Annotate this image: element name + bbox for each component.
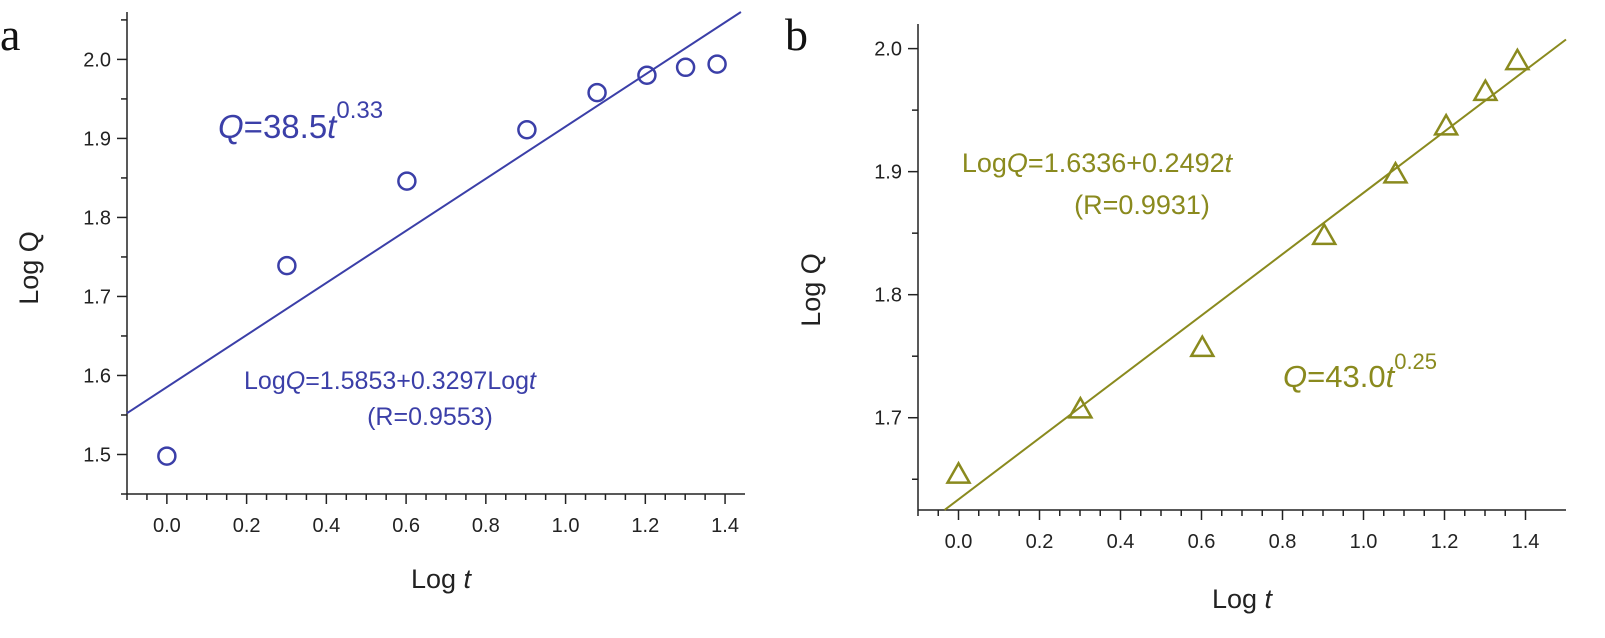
y-ticks-a [117, 19, 127, 495]
y-axis-title-b: Log Q [796, 253, 826, 327]
panel-b: b 0.0 0.2 0.4 0.6 0.8 1.0 1.2 1.4 1.7 1.… [785, 9, 1567, 614]
x-tick-label-a: 0.4 [312, 515, 340, 537]
r-value-a: (R=0.9553) [367, 403, 493, 431]
data-point-b [1067, 395, 1094, 419]
r-value-b: (R=0.9931) [1074, 190, 1210, 220]
fe-b-log: Log [962, 148, 1007, 178]
fit-line-a [126, 11, 742, 414]
data-point-a [675, 57, 696, 78]
x-ticks-b [917, 510, 1527, 520]
x-tick-label-b: 0.8 [1269, 531, 1297, 553]
x-tick-label-b: 0.2 [1026, 531, 1054, 553]
data-points-b [945, 47, 1531, 484]
x-axis-title-a: Log t [411, 564, 473, 594]
data-point-b [945, 460, 972, 484]
pl-b-coef: =43.0 [1307, 359, 1385, 394]
pl-a-t: t [327, 108, 338, 145]
data-point-a [707, 54, 727, 74]
panel-label-b: b [785, 9, 808, 60]
x-axis-title-b-var: t [1265, 584, 1274, 614]
x-tick-label-a: 0.8 [472, 515, 500, 537]
y-tick-label-a: 1.5 [83, 444, 111, 466]
y-tick-label-b: 1.7 [874, 408, 902, 430]
x-tick-label-a: 0.2 [233, 515, 261, 537]
x-axis-title-b: Log t [1212, 584, 1274, 614]
power-law-label-b: Q=43.0t0.25 [1283, 349, 1437, 394]
y-tick-label-a: 2.0 [83, 49, 111, 71]
y-tick-label-b: 2.0 [874, 39, 902, 61]
data-point-b [1382, 160, 1409, 184]
x-tick-label-a: 0.6 [392, 515, 420, 537]
y-tick-label-b: 1.8 [874, 285, 902, 307]
data-points-a [157, 54, 727, 466]
fe-b-t: t [1225, 148, 1234, 178]
pl-a-exp: 0.33 [336, 97, 383, 124]
data-point-b [1472, 78, 1499, 102]
x-tick-label-b: 1.2 [1431, 531, 1459, 553]
fe-a-log: Log [244, 367, 286, 395]
x-tick-label-b: 1.4 [1512, 531, 1540, 553]
pl-b-q: Q [1283, 359, 1307, 394]
fit-line-b [943, 38, 1567, 511]
x-axis-title-b-text: Log [1212, 584, 1265, 614]
x-tick-label-a: 1.2 [631, 515, 659, 537]
data-point-b [1504, 47, 1531, 71]
x-tick-label-a: 1.0 [552, 515, 580, 537]
fe-b-rhs: =1.6336+0.2492 [1028, 148, 1225, 178]
data-point-a [277, 255, 297, 276]
power-law-label-a: Q=38.5t0.33 [218, 97, 383, 145]
data-point-b [1432, 112, 1460, 136]
fe-a-q: Q [286, 367, 305, 395]
x-axis-title-a-var: t [464, 564, 473, 594]
data-point-a [637, 65, 657, 85]
y-tick-label-a: 1.6 [83, 365, 111, 387]
data-point-a [587, 82, 607, 103]
data-point-b [1311, 222, 1338, 246]
x-tick-label-a: 0.0 [153, 515, 181, 537]
fit-equation-b: LogQ=1.6336+0.2492t [962, 148, 1234, 178]
y-tick-labels-b: 1.7 1.8 1.9 2.0 [874, 39, 902, 430]
y-tick-label-a: 1.7 [83, 286, 111, 308]
data-point-b [1189, 334, 1216, 358]
x-tick-labels-b: 0.0 0.2 0.4 0.6 0.8 1.0 1.2 1.4 [945, 531, 1540, 553]
y-tick-label-a: 1.9 [83, 128, 111, 150]
fe-b-q: Q [1007, 148, 1028, 178]
x-tick-label-a: 1.4 [711, 515, 739, 537]
pl-b-exp: 0.25 [1394, 349, 1437, 374]
y-ticks-b [908, 47, 918, 480]
fe-a-rhs: =1.5853+0.3297Log [305, 367, 529, 395]
y-tick-label-a: 1.8 [83, 207, 111, 229]
pl-b-t: t [1386, 359, 1396, 394]
data-point-a [157, 446, 177, 466]
x-ticks-a [126, 494, 726, 504]
fe-a-t: t [529, 367, 537, 395]
panel-label-a: a [0, 9, 20, 60]
x-axis-title-a-text: Log [411, 564, 464, 594]
x-tick-label-b: 0.0 [945, 531, 973, 553]
data-point-a [397, 171, 417, 191]
fit-equation-a: LogQ=1.5853+0.3297Logt [244, 367, 537, 395]
x-tick-labels-a: 0.0 0.2 0.4 0.6 0.8 1.0 1.2 1.4 [153, 515, 739, 537]
data-point-a [517, 119, 537, 140]
pl-a-q: Q [218, 108, 244, 145]
pl-a-coef: =38.5 [244, 108, 328, 145]
x-tick-label-b: 0.6 [1188, 531, 1216, 553]
panel-a: a 0.0 0.2 0.4 0.6 0.8 1.0 1.2 1.4 1.5 1.… [0, 9, 745, 594]
y-tick-label-b: 1.9 [874, 162, 902, 184]
x-tick-label-b: 1.0 [1350, 531, 1378, 553]
x-tick-label-b: 0.4 [1107, 531, 1135, 553]
y-tick-labels-a: 1.5 1.6 1.7 1.8 1.9 2.0 [83, 49, 111, 466]
y-axis-title-a: Log Q [14, 231, 44, 305]
